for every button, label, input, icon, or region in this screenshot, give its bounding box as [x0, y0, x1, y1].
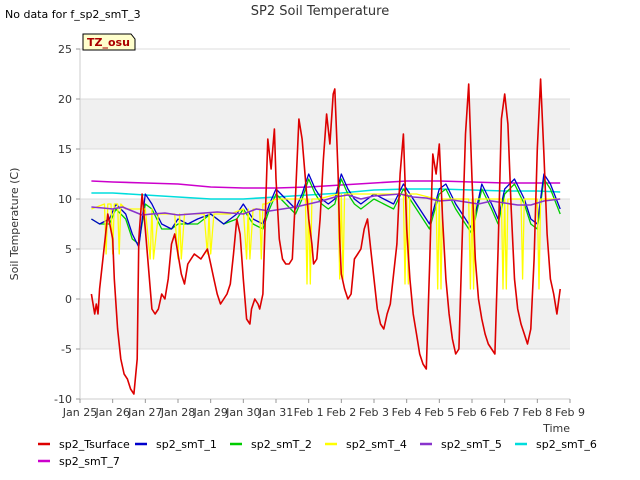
tz-badge-box	[82, 33, 136, 51]
x-tick-label: Jan 27	[127, 406, 162, 419]
x-tick-label: Feb 5	[424, 406, 454, 419]
x-tick-label: Jan 28	[160, 406, 195, 419]
x-tick-label: Feb 8	[522, 406, 552, 419]
x-tick-label: Feb 2	[326, 406, 356, 419]
y-tick-label: -10	[54, 393, 72, 406]
y-tick-label: 5	[65, 243, 72, 256]
x-tick-label: Feb 6	[457, 406, 487, 419]
x-tick-label: Jan 25	[62, 406, 97, 419]
chart-title: SP2 Soil Temperature	[251, 4, 389, 19]
y-tick-label: 20	[58, 93, 72, 106]
x-tick-label: Feb 3	[359, 406, 389, 419]
y-tick-label: 25	[58, 43, 72, 56]
tz-badge-label: TZ_osu	[87, 36, 130, 49]
x-axis-label: Time	[542, 422, 570, 435]
x-tick-label: Jan 26	[94, 406, 129, 419]
series-line-sp2_smT_6	[91, 188, 561, 200]
series-line-sp2_smT_4	[91, 193, 561, 290]
no-data-note: No data for f_sp2_smT_3	[5, 8, 141, 21]
legend-label-sp2_Tsurface: sp2_Tsurface	[59, 438, 130, 451]
series-line-sp2_smT_7	[91, 180, 561, 189]
legend-label-sp2_smT_2: sp2_smT_2	[251, 438, 312, 451]
x-tick-label: Jan 31	[258, 406, 293, 419]
legend-label-sp2_smT_5: sp2_smT_5	[441, 438, 502, 451]
x-tick-label: Jan 29	[192, 406, 227, 419]
y-axis-ticks: -10 -5 0 5 10 15 20 25	[54, 43, 80, 406]
legend: sp2_Tsurface sp2_smT_1 sp2_smT_2 sp2_smT_4 s…	[38, 438, 597, 468]
tz-badge: TZ_osu	[82, 33, 136, 51]
x-tick-label: Feb 7	[490, 406, 520, 419]
legend-label-sp2_smT_6: sp2_smT_6	[536, 438, 597, 451]
x-tick-label: Jan 30	[225, 406, 260, 419]
legend-label-sp2_smT_4: sp2_smT_4	[346, 438, 407, 451]
x-tick-label: Feb 1	[294, 406, 324, 419]
series-line-sp2_Tsurface	[90, 78, 561, 395]
series-line-sp2_smT_1	[91, 173, 561, 248]
legend-label-sp2_smT_7: sp2_smT_7	[59, 455, 120, 468]
x-tick-label: Feb 4	[392, 406, 422, 419]
x-tick-label: Feb 9	[555, 406, 585, 419]
y-tick-label: 0	[65, 293, 72, 306]
y-tick-label: 10	[58, 193, 72, 206]
grid-band	[80, 299, 570, 349]
legend-label-sp2_smT_1: sp2_smT_1	[156, 438, 217, 451]
y-tick-label: 15	[58, 143, 72, 156]
series-line-sp2_smT_5	[91, 193, 561, 216]
y-axis-label: Soil Temperature (C)	[8, 168, 21, 281]
plot-background	[79, 48, 570, 400]
y-tick-label: -5	[61, 343, 72, 356]
series-lines	[90, 78, 561, 395]
